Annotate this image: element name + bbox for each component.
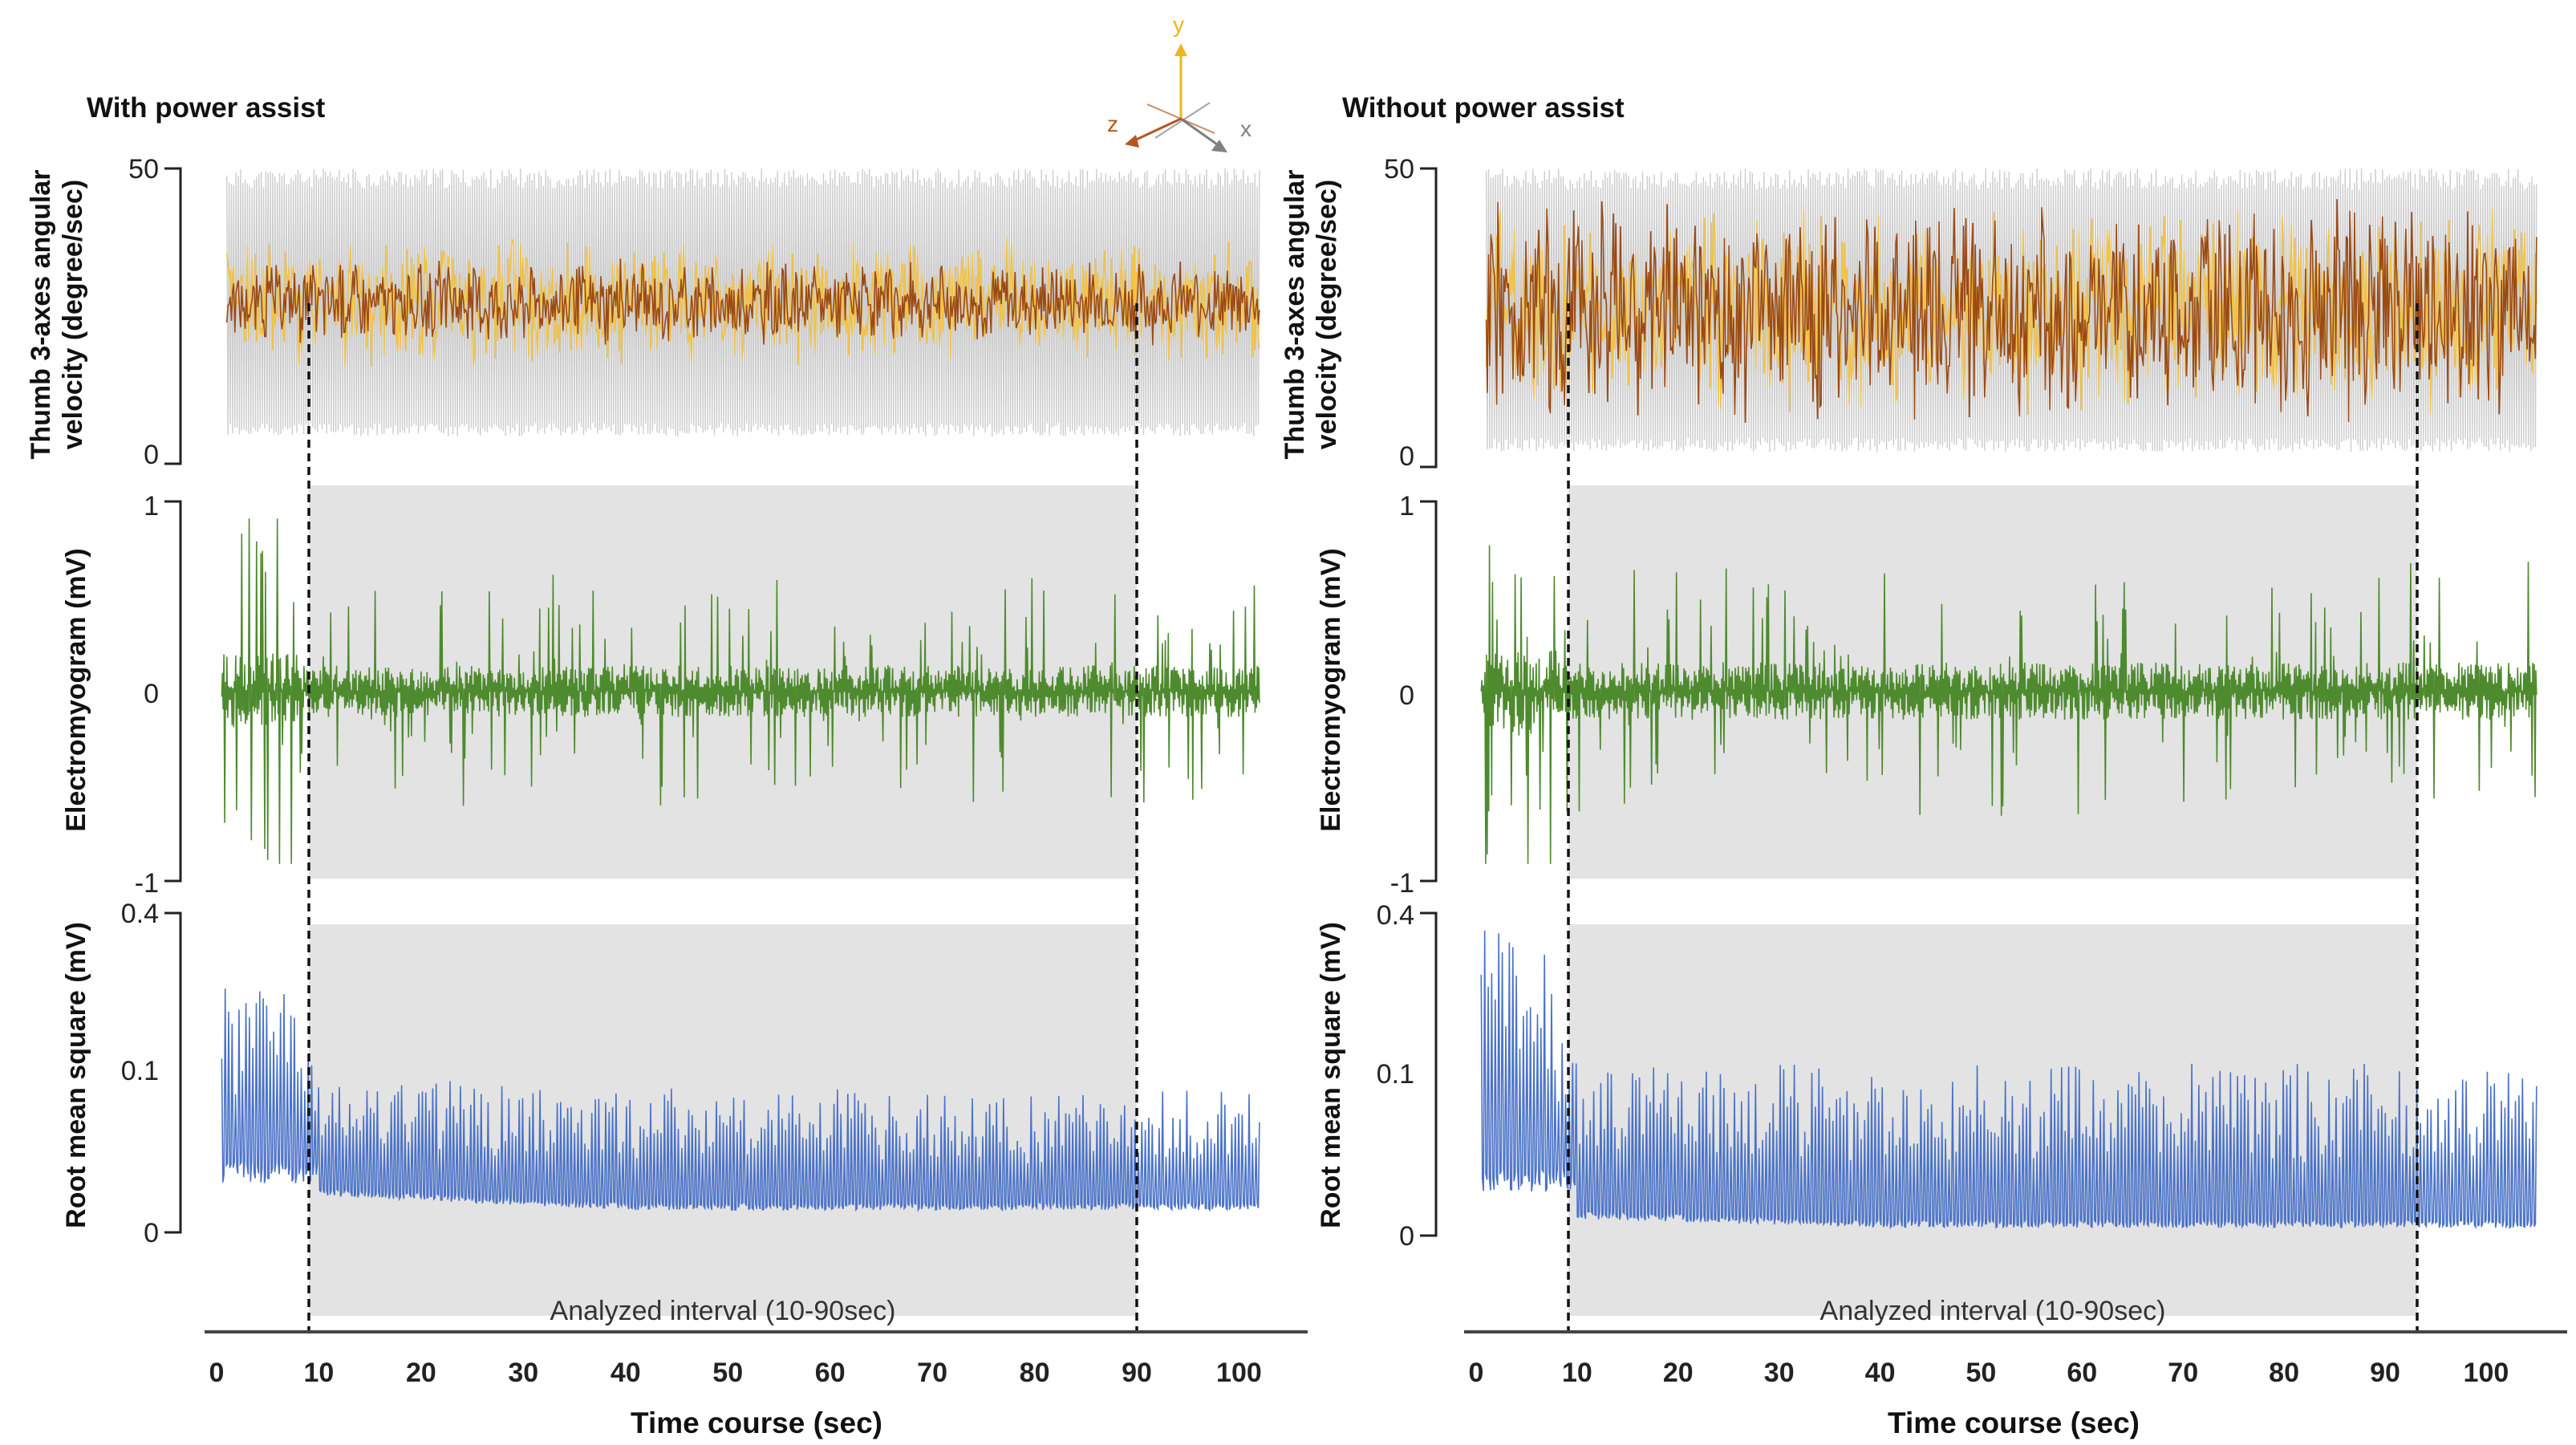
- rms-y-axis: [164, 911, 182, 1234]
- x-axis-label: Time course (sec): [631, 1406, 882, 1439]
- gyro-y-label-line1: Thumb 3-axes angular: [1280, 170, 1310, 460]
- x-tick-labels: 0 10 20 30 40 50 60 70 80 90 100: [1469, 1358, 2509, 1388]
- y-axis-letter: y: [1173, 12, 1184, 37]
- gyro-y-axis: [1420, 167, 1438, 469]
- gyro-traces: [225, 168, 1260, 437]
- gyro-y-label-line1: Thumb 3-axes angular: [26, 170, 56, 460]
- y-tick-label: 1: [1399, 491, 1414, 522]
- y-tick-label: 0: [1399, 441, 1414, 472]
- emg-y-label: Electromyogram (mV): [61, 548, 91, 831]
- gyro-y-label-line2: velocity (degree/sec): [1312, 180, 1342, 449]
- y-tick-label: 50: [128, 154, 159, 185]
- x-tick-label: 0: [1469, 1358, 1484, 1388]
- x-tick-label: 30: [508, 1358, 538, 1388]
- panel-title: Without power assist: [1342, 92, 1625, 124]
- x-tick-label: 90: [2370, 1358, 2400, 1388]
- gyro-series-y-axis: [225, 237, 1260, 367]
- x-tick-label: 50: [1965, 1358, 1996, 1388]
- x-tick-label: 70: [2168, 1358, 2198, 1388]
- y-arrow-head: [1174, 43, 1187, 56]
- x-tick-label: 100: [2464, 1358, 2509, 1388]
- gyro-series-z-axis: [225, 258, 1260, 346]
- x-arrow-head: [1211, 140, 1227, 152]
- emg-series: [221, 518, 1260, 864]
- x-tick-label: 40: [611, 1358, 641, 1388]
- x-axis-back: [1154, 102, 1211, 139]
- y-tick-label: 50: [1384, 154, 1414, 185]
- x-tick-label: 10: [303, 1358, 334, 1388]
- x-axis-letter: x: [1240, 116, 1251, 141]
- x-tick-label: 30: [1764, 1358, 1795, 1388]
- x-axis-arrow: [1180, 117, 1220, 148]
- interval-label: Analyzed interval (10-90sec): [550, 1296, 896, 1326]
- y-tick-label: 0: [1399, 1221, 1414, 1252]
- emg-series: [1480, 545, 2537, 864]
- y-tick-label: 0.1: [1377, 1059, 1414, 1090]
- x-tick-label: 0: [209, 1358, 225, 1388]
- y-tick-label: 0.4: [1377, 900, 1414, 931]
- y-tick-label: 1: [144, 491, 159, 522]
- z-axis-back: [1146, 104, 1215, 134]
- x-tick-label: 80: [2269, 1358, 2299, 1388]
- interval-label: Analyzed interval (10-90sec): [1820, 1296, 2166, 1326]
- axes-orientation-legend: y x z: [1107, 12, 1251, 152]
- emg-y-label: Electromyogram (mV): [1316, 548, 1346, 831]
- z-axis-letter: z: [1107, 112, 1118, 136]
- rms-y-axis: [1420, 911, 1438, 1237]
- panel-without-assist: Without power assist 50 0 1 0 -1 0.4 0.1…: [1280, 92, 2567, 1439]
- x-tick-label: 70: [917, 1358, 947, 1388]
- emg-trace: [1480, 545, 2537, 864]
- rms-y-label: Root mean square (mV): [1316, 922, 1346, 1228]
- rms-y-label: Root mean square (mV): [61, 922, 91, 1228]
- y-tick-label: 0: [144, 440, 159, 470]
- rms-series: [221, 988, 1260, 1213]
- gyro-series-x-axis: [1485, 168, 2537, 453]
- x-tick-label: 50: [712, 1358, 743, 1388]
- x-tick-label: 10: [1562, 1358, 1592, 1388]
- emg-y-axis: [1420, 500, 1438, 883]
- x-tick-labels: 0 10 20 30 40 50 60 70 80 90 100: [209, 1358, 1262, 1388]
- x-tick-label: 80: [1020, 1358, 1050, 1388]
- rms-series: [1480, 930, 2537, 1230]
- y-tick-label: 0: [144, 1218, 159, 1248]
- x-tick-label: 60: [815, 1358, 846, 1388]
- x-axis-label: Time course (sec): [1888, 1406, 2140, 1439]
- rms-trace: [1480, 930, 2537, 1230]
- x-tick-label: 20: [406, 1358, 436, 1388]
- z-arrow-head: [1125, 135, 1139, 148]
- rms-trace: [221, 988, 1260, 1213]
- emg-y-axis: [164, 500, 182, 883]
- x-tick-label: 90: [1122, 1358, 1152, 1388]
- y-tick-label: 0.1: [121, 1056, 159, 1086]
- gyro-y-label-line2: velocity (degree/sec): [58, 180, 88, 449]
- x-tick-label: 40: [1865, 1358, 1896, 1388]
- panel-with-assist: With power assist 50 0 1 0 -1 0.4 0.1 0 …: [26, 92, 1308, 1439]
- x-tick-label: 20: [1663, 1358, 1694, 1388]
- emg-trace: [221, 518, 1260, 864]
- gyro-series-x-axis: [226, 168, 1260, 437]
- x-tick-label: 100: [1216, 1358, 1262, 1388]
- gyro-y-axis: [164, 167, 182, 465]
- z-axis-arrow: [1132, 117, 1182, 143]
- y-tick-label: -1: [1390, 868, 1414, 899]
- x-tick-label: 60: [2067, 1358, 2097, 1388]
- panel-title: With power assist: [87, 92, 326, 124]
- y-tick-label: 0.4: [121, 899, 159, 929]
- y-tick-label: -1: [135, 868, 159, 899]
- y-tick-label: 0: [144, 679, 159, 709]
- gyro-series-z-axis: [1485, 199, 2537, 423]
- gyro-traces: [1485, 168, 2537, 453]
- y-tick-label: 0: [1399, 680, 1414, 711]
